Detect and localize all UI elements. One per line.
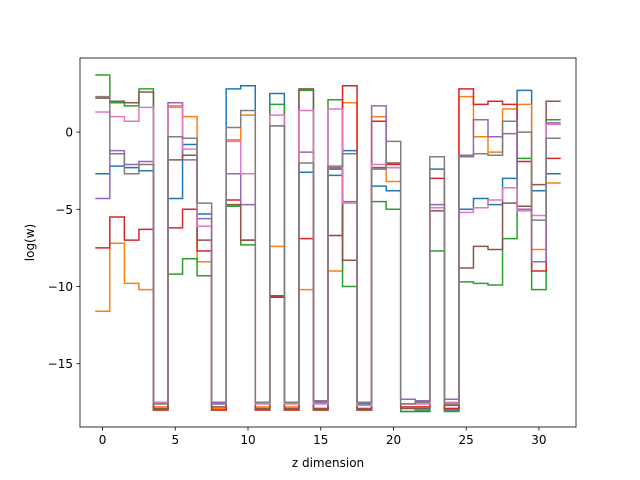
series-line-6 — [95, 88, 561, 410]
x-tick-label: 20 — [386, 433, 401, 447]
y-tick-label: −15 — [48, 357, 73, 371]
x-tick-label: 30 — [531, 433, 546, 447]
series-line-7 — [95, 106, 561, 407]
x-axis: 0 5 10 15 20 25 30 — [99, 427, 547, 447]
x-tick-label: 5 — [171, 433, 179, 447]
x-axis-label: z dimension — [292, 456, 364, 470]
y-axis-label: log(w) — [23, 224, 37, 261]
x-tick-label: 15 — [313, 433, 328, 447]
y-tick-label: −10 — [48, 280, 73, 294]
y-tick-label: 0 — [65, 126, 73, 140]
x-tick-label: 25 — [459, 433, 474, 447]
y-axis: −15 −10 −5 0 — [48, 126, 80, 371]
series-line-8 — [95, 95, 561, 405]
series-layer — [95, 74, 561, 413]
plot-frame — [79, 57, 577, 428]
series-line-4 — [95, 85, 561, 411]
x-tick-label: 10 — [240, 433, 255, 447]
x-tick-label: 0 — [99, 433, 107, 447]
y-tick-label: −5 — [55, 203, 73, 217]
